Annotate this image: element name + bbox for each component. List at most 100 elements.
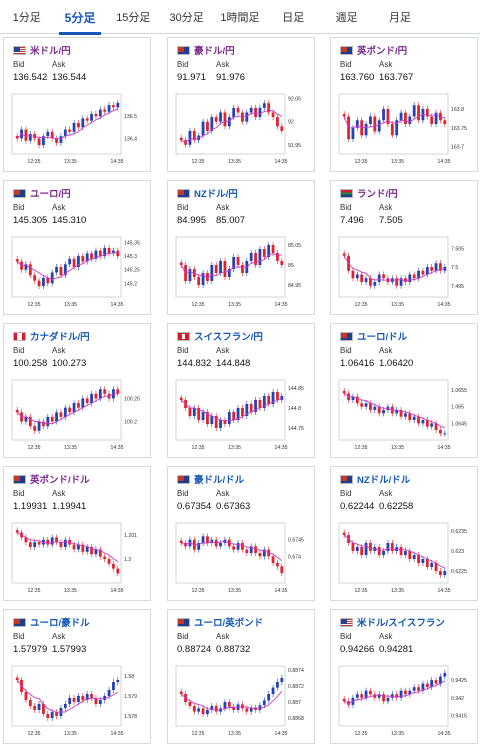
pair-name[interactable]: 豪ドル/円 (194, 46, 235, 57)
tab-timeframe[interactable]: 1時間足 (220, 12, 260, 24)
pair-link[interactable]: 英ポンド/ドル (13, 473, 90, 486)
pair-name[interactable]: スイスフラン/円 (194, 332, 263, 343)
pair-name[interactable]: ユーロ/ドル (357, 332, 408, 343)
candle-up (232, 257, 236, 269)
tab-timeframe[interactable]: 週足 (335, 12, 358, 24)
candle-down (90, 694, 93, 698)
pair-link[interactable]: NZドル/円 (177, 187, 238, 200)
tab-timeframe[interactable]: 月足 (388, 12, 411, 24)
pair-link[interactable]: ユーロ/ドル (340, 330, 408, 343)
pair-name[interactable]: NZドル/ドル (357, 475, 411, 486)
candle-down (404, 690, 407, 695)
price-chart[interactable]: 100.25 100.2 12:35 13:35 14:35 (9, 376, 147, 456)
candle-down (223, 112, 227, 127)
candle-down (33, 706, 37, 710)
candle-down (408, 551, 412, 559)
currency-card[interactable]: ユーロ/豪ドル Bid Ask 1.57979 1.57993 1.58 1.579 1.57… (3, 609, 151, 744)
currency-card[interactable]: ユーロ/ドル Bid Ask 1.06416 1.06420 1.0655 1.065 1.0… (330, 323, 478, 458)
price-chart[interactable]: 85.05 85 84.95 12:35 13:35 14:35 (173, 233, 311, 313)
price-chart[interactable]: 0.6745 0.674 12:35 13:35 14:35 (173, 519, 311, 599)
pair-name[interactable]: カナダドル/円 (30, 332, 90, 343)
candle-up (63, 264, 67, 276)
tab-timeframe[interactable]: 1分足 (12, 12, 41, 24)
pair-name[interactable]: 豪ドル/ドル (194, 475, 245, 486)
pair-link[interactable]: 米ドル/円 (13, 44, 71, 57)
tab-timeframe[interactable]: 30分足 (169, 12, 204, 24)
price-chart[interactable]: 1.0655 1.065 1.0645 12:35 13:35 14:35 (336, 376, 474, 456)
currency-card[interactable]: 豪ドル/円 Bid Ask 91.971 91.976 92.05 92 91.95 12:35… (167, 37, 315, 172)
pair-name[interactable]: 英ポンド/ドル (30, 475, 90, 486)
pair-link[interactable]: カナダドル/円 (13, 330, 90, 343)
candle-down (179, 540, 183, 543)
price-chart[interactable]: 92.05 92 91.95 12:35 13:35 14:35 (173, 90, 311, 170)
candle-up (90, 114, 93, 121)
candlestick-chart: 0.8874 0.8872 0.887 0.8868 12:35 13:35 14:35 (175, 665, 304, 737)
currency-card[interactable]: 米ドル/円 Bid Ask 136.542 136.544 136.5 136.4 12:35… (3, 37, 151, 172)
candle-down (386, 109, 390, 124)
pair-link[interactable]: ユーロ/英ポンド (177, 616, 264, 629)
pair-link[interactable]: 豪ドル/ドル (177, 473, 245, 486)
pair-name[interactable]: 米ドル/円 (30, 46, 71, 57)
currency-card[interactable]: 豪ドル/ドル Bid Ask 0.67354 0.67363 0.6745 0.674 12:… (167, 466, 315, 601)
candle-down (28, 700, 32, 706)
candle-up (412, 555, 416, 559)
price-chart[interactable]: 7.505 7.5 7.495 12:35 13:35 14:35 (336, 233, 474, 313)
bid-value: 7.496 (340, 215, 364, 226)
pair-link[interactable]: ユーロ/円 (13, 187, 71, 200)
candle-down (360, 547, 364, 555)
pair-link[interactable]: スイスフラン/円 (177, 330, 263, 343)
currency-card[interactable]: ユーロ/英ポンド Bid Ask 0.88724 0.88732 0.8874 0.8872… (167, 609, 315, 744)
candle-down (395, 694, 399, 698)
pair-link[interactable]: 英ポンド/円 (340, 44, 408, 57)
x-tick-label: 12:35 (28, 588, 41, 594)
pair-name[interactable]: ランド/円 (357, 189, 398, 200)
price-chart[interactable]: 0.9425 0.942 0.9415 12:35 13:35 14:35 (336, 662, 474, 742)
candle-down (271, 556, 275, 563)
candle-down (116, 389, 120, 394)
price-chart[interactable]: 1.201 1.2 12:35 13:35 14:35 (9, 519, 147, 599)
price-chart[interactable]: 0.8874 0.8872 0.887 0.8868 12:35 13:35 14:35 (173, 662, 311, 742)
currency-card[interactable]: ユーロ/円 Bid Ask 145.305 145.310 145.35 145.3 145.… (3, 180, 151, 315)
pair-name[interactable]: 英ポンド/円 (357, 46, 408, 57)
pair-name[interactable]: 米ドル/スイスフラン (357, 618, 445, 629)
pair-link[interactable]: ランド/円 (340, 187, 398, 200)
pair-link[interactable]: 米ドル/スイスフラン (340, 616, 445, 629)
candle-up (219, 420, 222, 428)
currency-card[interactable]: ランド/円 Bid Ask 7.496 7.505 7.505 7.5 7.495 12:35 1… (330, 180, 478, 315)
candle-up (430, 680, 434, 688)
price-chart[interactable]: 163.8 163.75 163.7 12:35 13:35 14:35 (336, 90, 474, 170)
pair-name[interactable]: ユーロ/円 (30, 189, 71, 200)
price-chart[interactable]: 144.85 144.8 144.75 12:35 13:35 14:35 (173, 376, 311, 456)
candle-up (210, 416, 214, 424)
pair-name[interactable]: ユーロ/豪ドル (30, 618, 90, 629)
candle-up (98, 700, 102, 704)
currency-card[interactable]: カナダドル/円 Bid Ask 100.258 100.273 100.25 100.2 12… (3, 323, 151, 458)
pair-link[interactable]: 豪ドル/円 (177, 44, 235, 57)
currency-card[interactable]: スイスフラン/円 Bid Ask 144.832 144.848 144.85 144.8 1… (167, 323, 315, 458)
y-tick-label: 145.2 (124, 281, 137, 287)
price-chart[interactable]: 1.58 1.579 1.578 12:35 13:35 14:35 (9, 662, 147, 742)
candle-up (116, 102, 120, 108)
candle-down (46, 714, 50, 718)
x-tick-label: 12:35 (28, 159, 41, 165)
pair-link[interactable]: ユーロ/豪ドル (13, 616, 90, 629)
currency-card[interactable]: NZドル/ドル Bid Ask 0.62244 0.62258 0.6235 0.623 0.… (330, 466, 478, 601)
candle-up (77, 544, 80, 550)
y-tick-label: 0.942 (451, 696, 464, 702)
ask-label: Ask (379, 346, 393, 355)
candle-down (439, 112, 442, 121)
tab-timeframe[interactable]: 15分足 (116, 12, 151, 24)
currency-card[interactable]: NZドル/円 Bid Ask 84.995 85.007 85.05 85 84.95 12:3… (167, 180, 315, 315)
currency-card[interactable]: 英ポンド/円 Bid Ask 163.760 163.767 163.8 163.75 163… (330, 37, 478, 172)
pair-name[interactable]: ユーロ/英ポンド (194, 618, 264, 629)
price-chart[interactable]: 136.5 136.4 12:35 13:35 14:35 (9, 90, 147, 170)
tab-timeframe[interactable]: 日足 (282, 12, 305, 24)
pair-name[interactable]: NZドル/円 (194, 189, 238, 200)
tab-timeframe[interactable]: 5分足 (53, 0, 106, 35)
price-chart[interactable]: 145.35 145.3 145.25 145.2 12:35 13:35 14:35 (9, 233, 147, 313)
currency-card[interactable]: 米ドル/スイスフラン Bid Ask 0.94266 0.94281 0.9425 0.94… (330, 609, 478, 744)
candle-down (439, 263, 442, 271)
currency-card[interactable]: 英ポンド/ドル Bid Ask 1.19931 1.19941 1.201 1.2 12:35… (3, 466, 151, 601)
price-chart[interactable]: 0.6235 0.623 0.6225 12:35 13:35 14:35 (336, 519, 474, 599)
pair-link[interactable]: NZドル/ドル (340, 473, 411, 486)
